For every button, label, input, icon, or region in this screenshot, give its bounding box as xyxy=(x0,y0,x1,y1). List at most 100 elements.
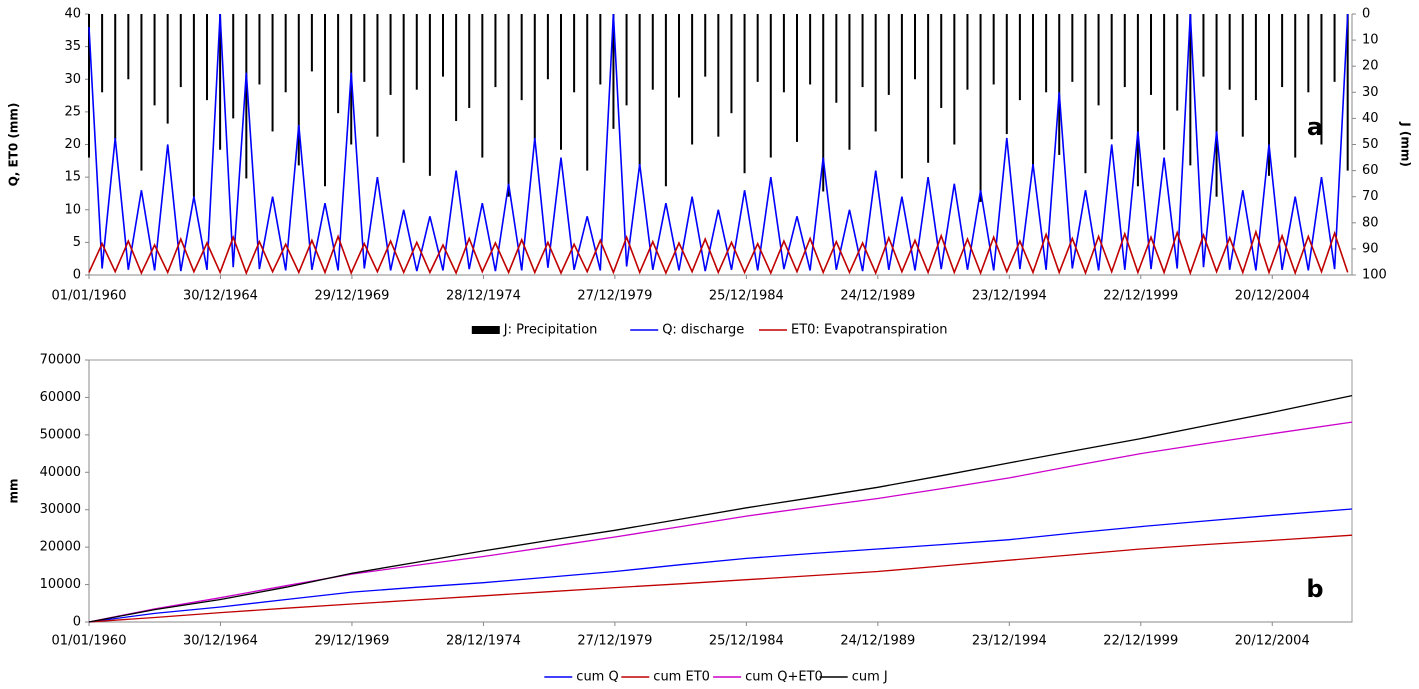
plot-area xyxy=(88,394,1353,623)
bar xyxy=(691,14,694,145)
x-tick-label: 20/12/2004 xyxy=(1235,289,1310,304)
y-tick-label: 0 xyxy=(73,268,81,283)
x-tick-label: 30/12/1964 xyxy=(183,634,258,649)
y2-tick-label: 100 xyxy=(1362,268,1387,283)
bar xyxy=(507,14,510,197)
bar xyxy=(1150,14,1153,95)
x-tick-label: 01/01/1960 xyxy=(52,289,127,304)
x-tick-label: 22/12/1999 xyxy=(1103,634,1178,649)
bar xyxy=(743,14,746,174)
bar xyxy=(101,14,104,93)
bar xyxy=(953,14,956,145)
bar xyxy=(1281,14,1284,88)
x-tick-label: 28/12/1974 xyxy=(446,634,521,649)
bar xyxy=(992,14,995,85)
bar xyxy=(1071,14,1074,82)
bar xyxy=(88,14,90,158)
bar xyxy=(651,14,654,90)
bar xyxy=(861,14,864,88)
bar xyxy=(966,14,969,90)
y-axis-label: mm xyxy=(7,478,21,503)
bar xyxy=(625,14,628,106)
bar xyxy=(520,14,523,101)
bar xyxy=(822,14,825,192)
bar xyxy=(809,14,812,85)
bar xyxy=(1346,14,1349,171)
bar xyxy=(324,14,327,187)
bar xyxy=(796,14,799,142)
bar xyxy=(1189,14,1192,166)
panel-label: a xyxy=(1307,113,1323,141)
plot-frame xyxy=(88,359,1353,623)
bar xyxy=(1202,14,1205,77)
bar xyxy=(1084,14,1087,174)
y2-tick-label: 40 xyxy=(1362,111,1379,126)
series-line xyxy=(88,421,1353,623)
legend-swatch xyxy=(471,326,500,334)
legend-label: Q: discharge xyxy=(662,323,744,338)
bar xyxy=(166,14,169,124)
x-tick-label: 29/12/1969 xyxy=(314,289,389,304)
y2-tick-label: 90 xyxy=(1362,241,1379,256)
bar xyxy=(1058,14,1061,155)
bar xyxy=(468,14,471,108)
x-tick-label: 01/01/1960 xyxy=(52,634,127,649)
bar xyxy=(1097,14,1100,106)
bar xyxy=(940,14,943,108)
series-line xyxy=(88,229,1349,276)
y-tick-label: 20000 xyxy=(40,540,81,555)
bar xyxy=(1136,14,1139,187)
bar xyxy=(389,14,392,95)
x-tick-label: 30/12/1964 xyxy=(183,289,258,304)
y2-tick-label: 0 xyxy=(1362,7,1370,22)
series-line xyxy=(88,508,1353,623)
bar xyxy=(1176,14,1179,111)
bar xyxy=(756,14,759,82)
series-line xyxy=(88,394,1353,623)
bar xyxy=(140,14,143,171)
bar xyxy=(310,14,313,72)
bar xyxy=(704,14,707,77)
bar xyxy=(284,14,287,93)
y-tick-label: 30000 xyxy=(40,502,81,517)
bar xyxy=(927,14,930,163)
bar xyxy=(586,14,589,171)
legend-label: cum ET0 xyxy=(653,670,710,685)
bar xyxy=(1241,14,1244,137)
y-tick-label: 70000 xyxy=(40,353,81,368)
bar xyxy=(914,14,917,80)
bar xyxy=(560,14,563,150)
x-tick-label: 24/12/1989 xyxy=(840,634,915,649)
y2-tick-label: 30 xyxy=(1362,85,1379,100)
y-tick-label: 20 xyxy=(64,137,81,152)
bar xyxy=(1163,14,1166,150)
bar xyxy=(1228,14,1231,90)
legend-label: J: Precipitation xyxy=(503,323,598,338)
bar xyxy=(1215,14,1218,197)
x-tick-label: 29/12/1969 xyxy=(314,634,389,649)
bar xyxy=(179,14,182,88)
legend-label: cum Q+ET0 xyxy=(745,670,823,685)
bar xyxy=(376,14,379,137)
bar xyxy=(599,14,602,85)
y-tick-label: 40000 xyxy=(40,465,81,480)
bar xyxy=(442,14,445,77)
plot-area xyxy=(88,13,1349,276)
bar xyxy=(206,14,209,101)
bar xyxy=(1294,14,1297,158)
bar xyxy=(979,14,982,202)
bar xyxy=(573,14,576,93)
bar xyxy=(1254,14,1257,101)
bar xyxy=(717,14,720,137)
y-tick-label: 40 xyxy=(64,7,81,22)
bar xyxy=(900,14,903,179)
x-tick-label: 27/12/1979 xyxy=(577,289,652,304)
y-tick-label: 30 xyxy=(64,72,81,87)
y-tick-label: 35 xyxy=(64,39,81,54)
bar xyxy=(874,14,877,132)
series-line xyxy=(88,534,1353,623)
bar xyxy=(219,14,222,150)
bar xyxy=(402,14,405,163)
bar xyxy=(664,14,667,187)
